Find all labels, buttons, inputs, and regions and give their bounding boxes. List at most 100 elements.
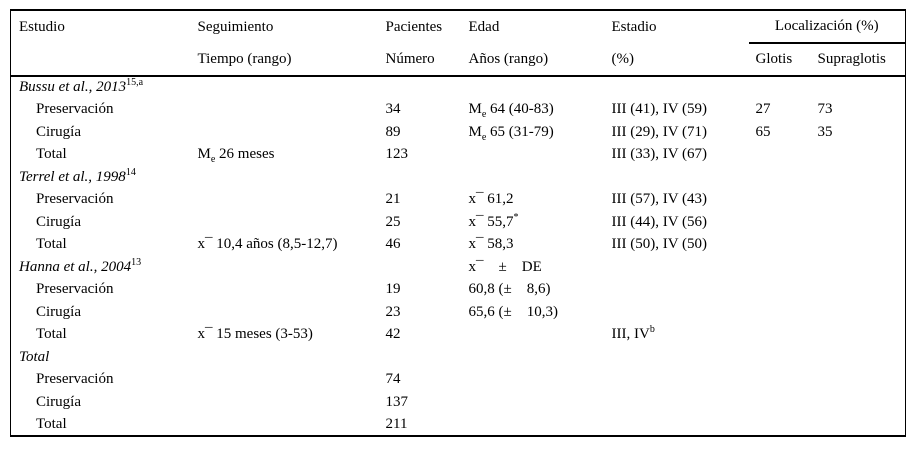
header-row-1: Estudio Seguimiento Pacientes Edad Estad…	[11, 10, 906, 44]
cell	[612, 369, 749, 392]
column-subheader-anos: Años (rango)	[468, 43, 612, 77]
cell	[818, 279, 906, 302]
table-row: Cirugía 25 x¯ 55,7* III (44), IV (56)	[11, 211, 906, 234]
cell	[818, 166, 906, 189]
study-section-row: Terrel et al., 199814	[11, 166, 906, 189]
column-header-localizacion: Localización (%)	[748, 10, 906, 44]
table-row: Preservación 21 x¯ 61,2 III (57), IV (43)	[11, 189, 906, 212]
table-row: Total 211	[11, 414, 906, 437]
cell	[818, 414, 906, 437]
cell: Preservación	[36, 371, 114, 388]
column-header-seguimiento: Seguimiento	[197, 18, 274, 35]
cell: Terrel et al., 199814	[19, 166, 136, 185]
cell	[612, 346, 749, 369]
cell: III (44), IV (56)	[611, 213, 708, 230]
cell	[198, 414, 386, 437]
table-row: Total Me 26 meses 123 III (33), IV (67)	[11, 144, 906, 167]
cell	[198, 189, 386, 212]
cell	[469, 414, 612, 437]
cell: Total	[19, 348, 50, 365]
cell	[818, 234, 906, 257]
study-section-row: Bussu et al., 201315,a	[11, 76, 906, 99]
cell	[469, 346, 612, 369]
cell	[469, 369, 612, 392]
cell: 65	[755, 123, 771, 140]
cell	[818, 324, 906, 347]
cell	[818, 211, 906, 234]
table-row: Cirugía 137	[11, 391, 906, 414]
cell: Me 64 (40-83)	[468, 101, 554, 121]
cell	[198, 76, 386, 99]
cell: 42	[385, 326, 401, 343]
cell	[469, 76, 612, 99]
cell	[469, 166, 612, 189]
cell: 73	[817, 101, 833, 118]
cell	[749, 391, 818, 414]
cell: 211	[385, 415, 408, 432]
cell	[818, 256, 906, 279]
table-row: Preservación 74	[11, 369, 906, 392]
cell	[749, 256, 818, 279]
table-row: Preservación 19 60,8 (± 8,6)	[11, 279, 906, 302]
cell	[198, 211, 386, 234]
cell	[198, 369, 386, 392]
table-row: Preservación 34 Me 64 (40-83) III (41), IV …	[11, 99, 906, 122]
column-subheader-tiempo: Tiempo (rango)	[197, 43, 386, 77]
column-header-edad: Edad	[468, 18, 500, 35]
column-header-estudio: Estudio	[19, 18, 65, 35]
cell	[198, 279, 386, 302]
cell: 137	[385, 393, 409, 410]
cell: 89	[385, 123, 401, 140]
cell	[818, 346, 906, 369]
cell: Bussu et al., 201315,a	[19, 77, 144, 96]
cell: III (33), IV (67)	[611, 146, 708, 163]
cell: x¯ ± DE	[468, 258, 542, 275]
cell: III (50), IV (50)	[611, 236, 708, 253]
cell	[749, 301, 818, 324]
cell: 21	[385, 191, 401, 208]
cell	[198, 99, 386, 122]
cell: Total	[36, 146, 67, 163]
cell	[198, 346, 386, 369]
cell	[198, 256, 386, 279]
cell: x¯ 10,4 años (8,5-12,7)	[197, 236, 338, 253]
cell	[612, 256, 749, 279]
cell	[749, 279, 818, 302]
cell: Cirugía	[36, 213, 81, 230]
cell	[749, 234, 818, 257]
comparative-studies-table: Estudio Seguimiento Pacientes Edad Estad…	[10, 9, 907, 437]
cell: Total	[36, 236, 67, 253]
table-row: Cirugía 23 65,6 (± 10,3)	[11, 301, 906, 324]
cell	[612, 414, 749, 437]
cell	[612, 76, 749, 99]
cell	[818, 391, 906, 414]
column-subheader-glotis: Glotis	[748, 43, 818, 77]
table-row: Cirugía 89 Me 65 (31-79) III (29), IV (71) 6…	[11, 121, 906, 144]
cell: 65,6 (± 10,3)	[468, 303, 558, 320]
cell	[749, 189, 818, 212]
cell: 46	[385, 236, 401, 253]
cell	[386, 346, 469, 369]
cell	[818, 76, 906, 99]
cell	[749, 166, 818, 189]
cell	[749, 76, 818, 99]
header-row-2: Tiempo (rango) Número Años (rango) (%) G…	[10, 43, 906, 77]
cell: 74	[385, 371, 401, 388]
cell	[612, 391, 749, 414]
cell: Hanna et al., 200413	[19, 256, 142, 275]
cell	[198, 121, 386, 144]
cell: 35	[817, 123, 833, 140]
cell: Cirugía	[36, 303, 81, 320]
cell	[386, 76, 469, 99]
cell: Total	[36, 326, 67, 343]
cell: 23	[385, 303, 401, 320]
cell: x¯ 15 meses (3-53)	[197, 326, 313, 343]
cell: 25	[385, 213, 401, 230]
cell: Preservación	[36, 191, 114, 208]
cell: x¯ 58,3	[468, 236, 514, 253]
column-subheader-supraglotis: Supraglotis	[817, 43, 906, 77]
cell	[198, 166, 386, 189]
cell: 34	[385, 101, 401, 118]
column-subheader-estadio-pct: (%)	[611, 43, 749, 77]
